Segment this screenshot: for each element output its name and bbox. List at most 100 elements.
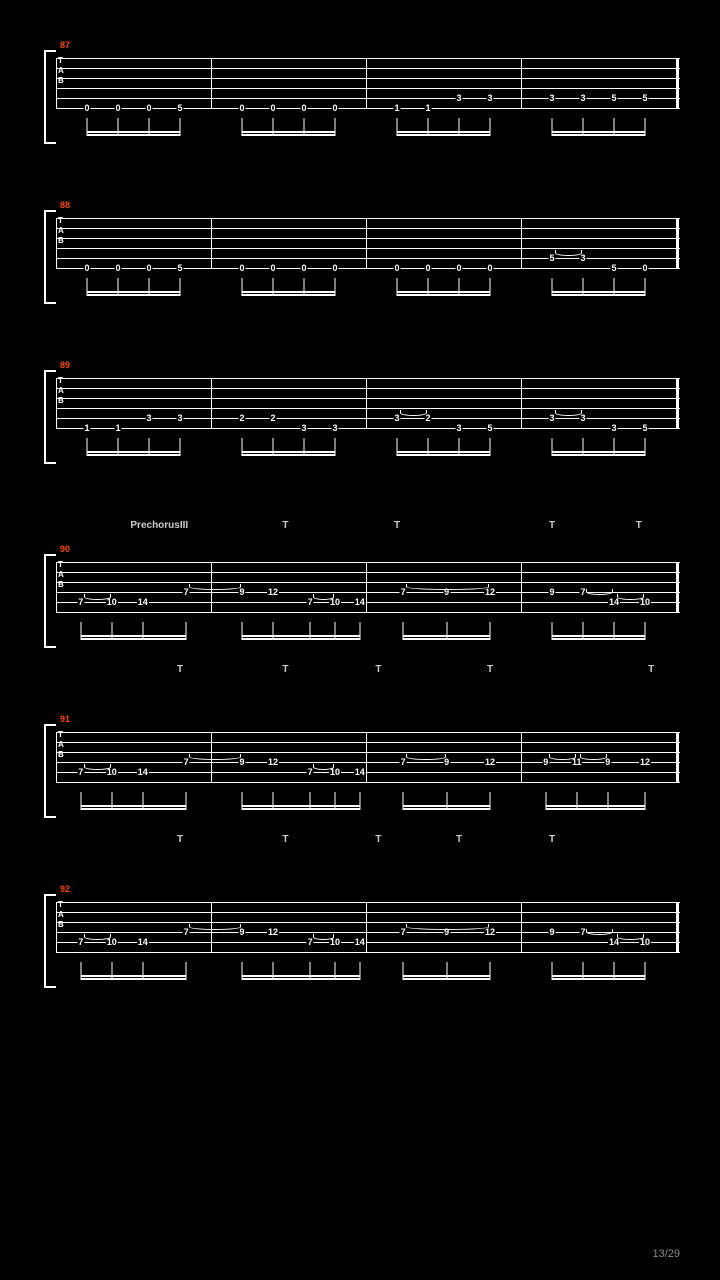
staff-line [56, 68, 680, 69]
fret-number: 7 [77, 937, 84, 947]
measure-number: 89 [60, 360, 70, 370]
beam [397, 454, 490, 456]
fret-number: 0 [83, 103, 90, 113]
tie [84, 594, 111, 600]
beam [403, 978, 490, 980]
barline [676, 732, 679, 782]
tab-clef: TAB [58, 376, 63, 406]
fret-number: 3 [610, 423, 617, 433]
fret-number: 12 [267, 587, 279, 597]
fret-number: 0 [238, 263, 245, 273]
system-bracket [44, 210, 56, 304]
tapping-marker: T [282, 520, 288, 531]
tie [580, 754, 607, 760]
barline [56, 218, 57, 268]
fret-number: 0 [486, 263, 493, 273]
beam [552, 978, 645, 980]
tab-clef: TAB [58, 730, 63, 760]
fret-number: 3 [579, 413, 586, 423]
staff-line [56, 562, 680, 563]
fret-number: 7 [307, 597, 314, 607]
fret-number: 0 [114, 263, 121, 273]
beam [403, 805, 490, 807]
barline [56, 378, 57, 428]
fret-number: 12 [484, 757, 496, 767]
beam [87, 454, 180, 456]
tie [406, 924, 489, 930]
fret-number: 2 [238, 413, 245, 423]
fret-number: 7 [307, 937, 314, 947]
beam [242, 454, 335, 456]
fret-number: 1 [83, 423, 90, 433]
tab-system: 91TAB710147912710147912911912 [40, 714, 680, 824]
fret-number: 1 [424, 103, 431, 113]
fret-number: 3 [548, 413, 555, 423]
beam [242, 131, 335, 133]
tapping-marker: T [549, 834, 555, 845]
barline [56, 562, 57, 612]
tie [406, 584, 489, 590]
beam [403, 975, 490, 977]
system-bracket [44, 370, 56, 464]
fret-number: 7 [183, 757, 190, 767]
barline [366, 902, 367, 952]
beam [242, 978, 360, 980]
measure-number: 87 [60, 40, 70, 50]
fret-number: 14 [137, 767, 149, 777]
staff-line [56, 228, 680, 229]
beam [242, 451, 335, 453]
fret-number: 12 [639, 757, 651, 767]
tab-clef: TAB [58, 56, 63, 86]
fret-number: 0 [269, 103, 276, 113]
fret-number: 7 [77, 767, 84, 777]
beam [81, 805, 186, 807]
beam [552, 131, 645, 133]
fret-number: 0 [83, 263, 90, 273]
staff-line [56, 942, 680, 943]
staff-line [56, 408, 680, 409]
fret-number: 7 [400, 757, 407, 767]
fret-number: 7 [183, 927, 190, 937]
barline [211, 218, 212, 268]
fret-number: 9 [548, 587, 555, 597]
fret-number: 9 [238, 927, 245, 937]
measure-number: 92 [60, 884, 70, 894]
fret-number: 0 [145, 263, 152, 273]
staff-line [56, 782, 680, 783]
barline [211, 378, 212, 428]
fret-number: 0 [331, 103, 338, 113]
fret-number: 0 [331, 263, 338, 273]
tie [84, 764, 111, 770]
staff-line [56, 582, 680, 583]
staff-line [56, 602, 680, 603]
tie [189, 754, 241, 760]
tab-system: 90TAB710147912710147912971410 [40, 544, 680, 654]
staff-line [56, 772, 680, 773]
fret-number: 2 [269, 413, 276, 423]
beam [397, 294, 490, 296]
staff-line [56, 952, 680, 953]
fret-number: 5 [176, 103, 183, 113]
beam [87, 134, 180, 136]
annotation-row: PrechorusIIITTTT [40, 520, 680, 540]
staff-line [56, 428, 680, 429]
barline [56, 902, 57, 952]
staff-line [56, 742, 680, 743]
staff-line [56, 902, 680, 903]
staff-line [56, 238, 680, 239]
beam [403, 635, 490, 637]
barline [676, 58, 679, 108]
barline [521, 58, 522, 108]
beam [546, 805, 645, 807]
staff-line [56, 78, 680, 79]
tapping-marker: T [177, 664, 183, 675]
fret-number: 3 [548, 93, 555, 103]
system-bracket [44, 50, 56, 144]
barline [676, 218, 679, 268]
tapping-marker: T [487, 664, 493, 675]
beam [552, 638, 645, 640]
tab-clef: TAB [58, 560, 63, 590]
fret-number: 9 [443, 757, 450, 767]
tie [406, 754, 445, 760]
annotation-row: TTTTT [40, 834, 680, 854]
